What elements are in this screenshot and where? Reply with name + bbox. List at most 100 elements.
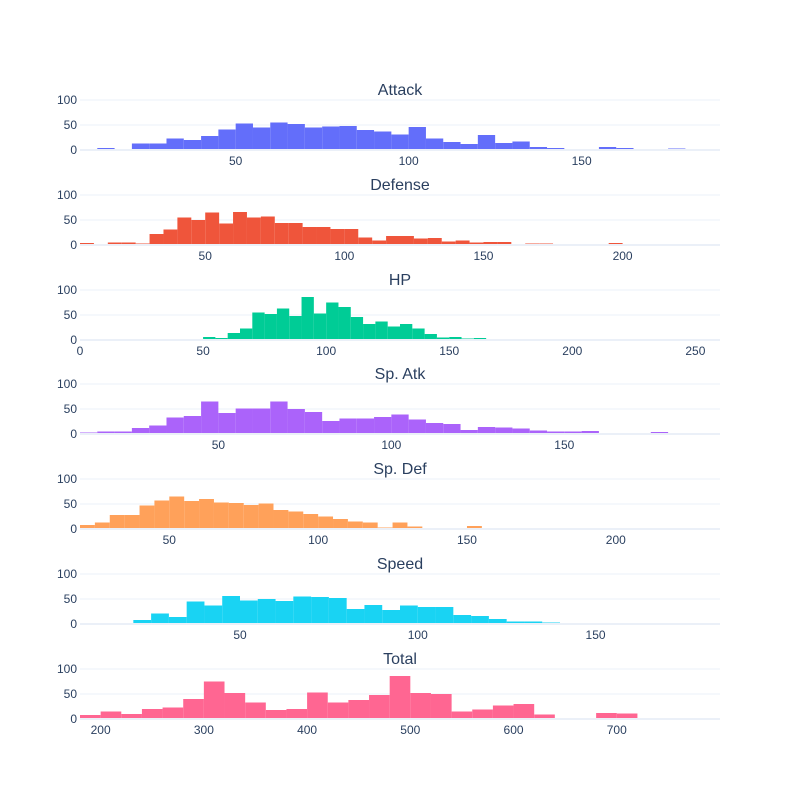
bar-hp-12	[227, 333, 240, 340]
bar-sp-atk-23	[477, 427, 496, 434]
bar-sp-def-26	[466, 526, 482, 529]
bar-defense-24	[413, 238, 428, 245]
y-tick-label-sp-def-50: 50	[64, 497, 78, 511]
subplot-title-defense: Defense	[370, 177, 430, 194]
bar-speed-14	[328, 598, 347, 624]
x-tick-label-hp-250: 250	[685, 344, 705, 358]
y-tick-label-defense-50: 50	[64, 213, 78, 227]
bar-total-2	[121, 714, 142, 719]
bar-sp-def-14	[288, 511, 304, 529]
bar-sp-atk-19	[408, 419, 426, 434]
bar-speed-22	[471, 616, 489, 624]
bar-defense-12	[246, 217, 261, 245]
y-tick-label-sp-atk-100: 100	[57, 377, 77, 391]
bar-total-12	[327, 702, 349, 719]
subplot-title-total: Total	[383, 651, 417, 668]
bar-hp-24	[375, 321, 388, 340]
bar-attack-13	[304, 127, 323, 150]
bar-attack-30	[598, 147, 617, 150]
bar-total-18	[451, 711, 473, 719]
y-tick-label-speed-50: 50	[64, 592, 78, 606]
bar-speed-5	[168, 617, 187, 624]
bar-defense-6	[163, 229, 178, 245]
bar-total-9	[265, 710, 287, 719]
bar-hp-15	[264, 314, 277, 340]
bar-hp-16	[276, 308, 290, 340]
bar-sp-def-18	[347, 521, 363, 529]
bar-hp-10	[203, 337, 216, 340]
bar-speed-25	[524, 621, 543, 624]
y-tick-label-speed-0: 0	[70, 617, 77, 631]
bar-sp-def-4	[139, 505, 155, 529]
bar-total-25	[596, 713, 617, 719]
x-tick-label-total-600: 600	[504, 723, 524, 737]
bar-speed-12	[293, 596, 312, 624]
bar-hp-22	[350, 317, 364, 340]
x-tick-label-hp-200: 200	[562, 344, 582, 358]
x-tick-label-attack-100: 100	[399, 154, 419, 168]
bar-defense-30	[497, 242, 512, 245]
subplot-sp-atk: Sp. Atk 0 50 100 50 100 150	[57, 366, 720, 452]
bar-speed-16	[364, 605, 383, 624]
bar-sp-atk-18	[391, 414, 409, 434]
bar-defense-13	[260, 216, 275, 245]
x-tick-label-speed-150: 150	[586, 628, 606, 642]
bar-total-15	[389, 676, 411, 719]
x-tick-label-speed-100: 100	[408, 628, 428, 642]
bar-defense-20	[358, 237, 373, 245]
bar-sp-atk-16	[356, 418, 375, 434]
x-tick-label-hp-50: 50	[196, 344, 210, 358]
bar-speed-11	[275, 601, 294, 624]
bar-attack-8	[218, 129, 236, 150]
bar-hp-26	[400, 324, 413, 340]
x-tick-label-sp-atk-100: 100	[381, 438, 401, 452]
y-tick-label-total-100: 100	[57, 662, 77, 676]
y-tick-label-sp-def-100: 100	[57, 472, 77, 486]
bar-total-4	[162, 707, 184, 719]
bar-sp-def-19	[362, 522, 378, 529]
bar-sp-atk-27	[547, 431, 565, 434]
bar-total-10	[286, 709, 308, 719]
bar-speed-21	[453, 615, 472, 624]
bar-defense-11	[233, 212, 247, 245]
y-tick-label-speed-100: 100	[57, 567, 77, 581]
bar-defense-18	[330, 229, 345, 245]
bar-defense-23	[400, 236, 414, 245]
bar-defense-15	[288, 223, 303, 245]
bar-sp-atk-10	[252, 408, 271, 434]
subplot-title-sp-def: Sp. Def	[373, 461, 427, 478]
x-tick-label-sp-def-50: 50	[163, 533, 177, 547]
bar-sp-atk-2	[114, 431, 132, 434]
bar-sp-atk-5	[166, 417, 184, 434]
bar-sp-def-17	[333, 519, 348, 529]
bar-attack-5	[166, 138, 184, 150]
bar-total-14	[369, 695, 390, 719]
subplot-sp-def: Sp. Def 0 50 100 50 100 150 200	[57, 461, 720, 547]
x-tick-label-sp-def-200: 200	[606, 533, 626, 547]
y-tick-label-defense-100: 100	[57, 188, 77, 202]
bar-total-8	[245, 702, 266, 719]
bar-speed-24	[506, 621, 525, 624]
y-tick-label-defense-0: 0	[70, 238, 77, 252]
bar-attack-3	[131, 143, 150, 150]
x-tick-label-sp-atk-50: 50	[212, 438, 226, 452]
x-tick-label-defense-100: 100	[334, 249, 354, 263]
bar-hp-13	[240, 328, 253, 340]
y-tick-label-attack-0: 0	[70, 143, 77, 157]
bar-sp-def-3	[124, 515, 140, 529]
bar-sp-def-9	[213, 502, 229, 529]
x-tick-label-total-400: 400	[297, 723, 317, 737]
bar-defense-17	[316, 227, 331, 245]
bar-total-19	[472, 709, 493, 719]
bar-attack-9	[235, 123, 253, 150]
bar-speed-7	[204, 605, 223, 624]
bar-sp-atk-13	[304, 412, 323, 434]
bar-sp-def-8	[199, 499, 214, 529]
y-tick-label-total-0: 0	[70, 712, 77, 726]
bar-hp-20	[326, 302, 339, 340]
y-tick-label-sp-atk-0: 0	[70, 427, 77, 441]
bar-defense-19	[344, 229, 359, 245]
x-tick-label-speed-50: 50	[233, 628, 247, 642]
x-tick-label-total-200: 200	[91, 723, 111, 737]
